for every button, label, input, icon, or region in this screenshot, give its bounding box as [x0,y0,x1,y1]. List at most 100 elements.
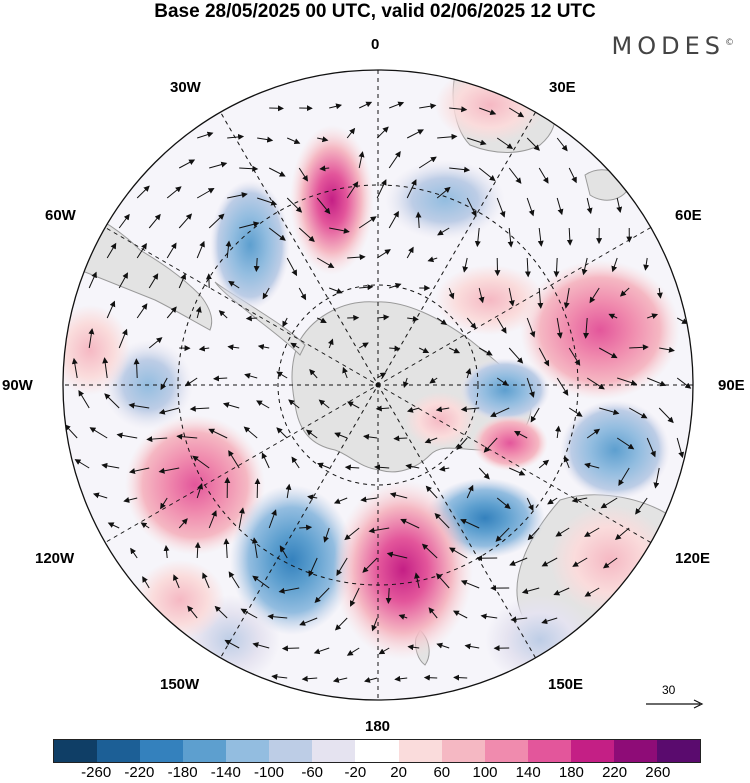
lon-label-0: 0 [371,36,380,53]
wind-vector [228,280,240,289]
wind-vector [358,101,373,109]
anomaly-negative-90e [460,358,550,422]
wind-vector [317,136,329,143]
wind-vector [88,328,95,349]
wind-vector [555,425,561,439]
wind-vector [436,186,451,199]
wind-vector [358,216,377,229]
wind-vector [377,314,390,321]
wind-vector [563,455,570,469]
wind-vector [202,572,210,589]
wind-vector [386,551,408,559]
anomaly-negative-10e [385,160,505,240]
colorbar-tick-label: 20 [390,764,407,781]
wind-vector [146,436,168,443]
wind-vector [243,426,258,439]
wind-vector [496,197,506,218]
wind-vector [288,399,300,409]
wind-vector [101,462,120,469]
wind-vector [407,315,419,322]
wind-vector [406,179,417,199]
wind-vector [286,257,298,277]
wind-vector [359,284,374,291]
wind-vector [437,133,458,140]
wind-vector [227,133,245,140]
wind-vector [319,165,330,172]
wind-vector [466,197,477,217]
wind-vector [102,357,109,379]
wind-vector [218,310,228,319]
wind-vector [495,527,510,542]
colorbar-tick-label: 140 [515,764,541,781]
wind-vector [598,347,618,359]
reference-vector-label: 30 [662,683,676,697]
wind-vector [508,347,524,364]
wind-vector [555,527,570,537]
wind-vector [276,371,288,379]
wind-vector [268,227,286,241]
wind-vector [572,557,588,567]
wind-vector [611,257,618,273]
wind-vector [281,645,300,652]
wind-vector [160,497,168,510]
wind-vector [538,459,550,469]
wind-vector [178,518,188,529]
wind-vector [421,543,438,559]
wind-vector [547,497,558,505]
wind-vector [208,428,228,439]
wind-vector [537,227,544,247]
colorbar-tick-label: 220 [602,764,628,781]
wind-vector [118,328,128,349]
wind-vector [556,377,569,396]
wind-vector [424,437,438,444]
wind-vector [256,400,270,409]
polar-map [62,69,694,701]
colorbar-ticks: -260 -220 -180 -140 -100 -60 -20 20 60 100 140 180 2… [0,764,750,783]
wind-vector [628,407,648,419]
wind-vector [514,430,528,439]
colorbar-segment [269,740,313,762]
wind-vector [192,455,210,469]
wind-vector [163,544,170,559]
wind-vector [118,213,130,229]
wind-vector [563,287,570,309]
wind-vector [480,613,498,620]
wind-vector [329,287,343,294]
copyright-mark: © [725,38,734,48]
wind-vector [106,242,117,259]
wind-vector [173,574,180,589]
wind-vector [276,427,288,439]
colorbar-segment [527,740,571,762]
wind-vector [257,344,270,350]
colorbar-segment [441,740,485,762]
colorbar-tick-label: -100 [253,764,285,781]
colorbar-segment [97,740,141,762]
wind-vector [388,150,401,169]
wind-vector [298,227,315,242]
wind-vector [336,557,348,576]
colorbar-tick-label: -180 [167,764,198,781]
wind-vector [541,557,558,567]
wind-vector [327,338,334,349]
wind-vector [407,644,420,651]
wind-vector [448,287,455,300]
wind-vector [537,287,544,309]
wind-vector [509,557,528,566]
wind-vector [374,464,390,471]
wind-vector [556,317,563,339]
wind-vector [128,467,150,475]
map-boundary [62,69,694,701]
colorbar-segment [355,740,399,762]
wind-vector [538,347,550,367]
wind-vector [428,607,438,619]
wind-vector [148,337,163,349]
wind-vector [483,437,498,453]
wind-vector [198,345,210,352]
wind-vector [406,406,420,413]
wind-vector [619,287,630,297]
wind-vector [332,677,348,683]
colorbar-tick-label: -140 [210,764,241,781]
wind-vector [437,227,450,236]
wind-vector [584,462,600,469]
wind-vector [508,107,525,118]
